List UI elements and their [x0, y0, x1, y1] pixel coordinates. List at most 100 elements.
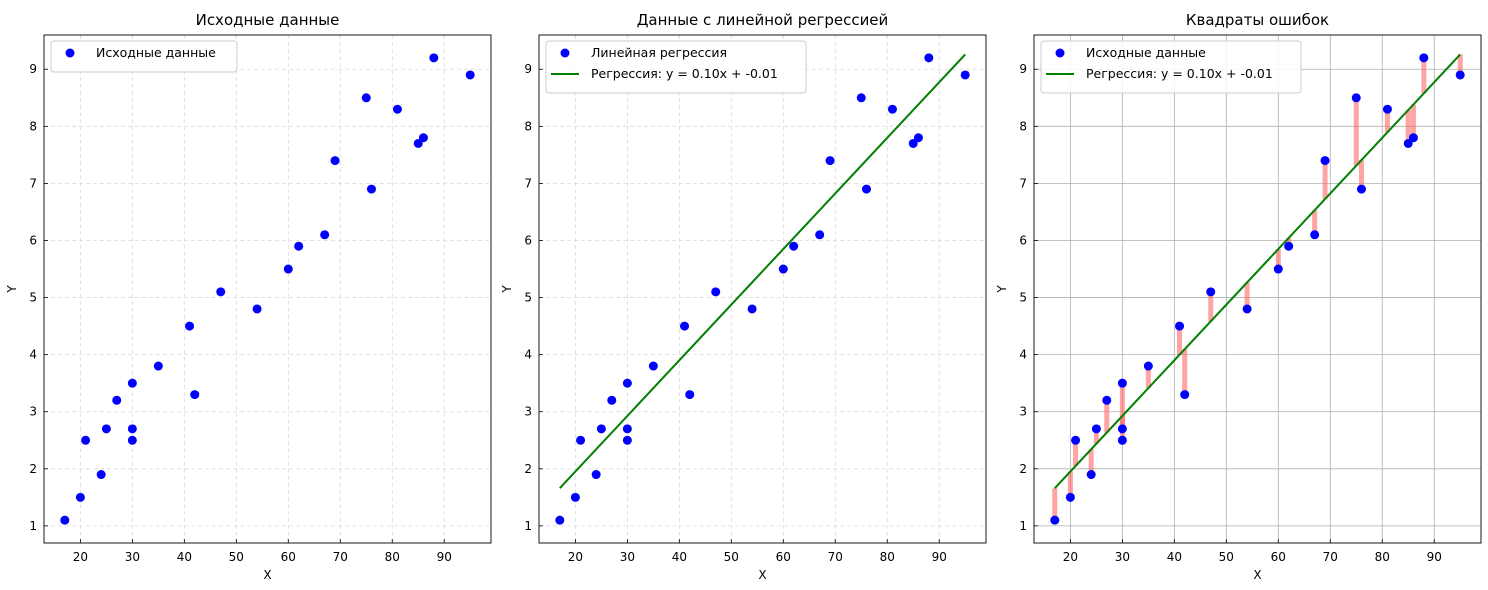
data-point: [622, 378, 632, 388]
data-point: [685, 390, 695, 400]
legend-label: Исходные данные: [1086, 45, 1206, 60]
data-point: [1086, 470, 1096, 480]
data-point: [789, 241, 799, 251]
y-tick-label: 8: [524, 119, 532, 133]
legend: Исходные данные: [50, 40, 238, 73]
data-point: [680, 321, 690, 331]
chart-title: Данные с линейной регрессией: [637, 11, 889, 29]
data-point: [622, 424, 632, 434]
data-point: [1065, 492, 1075, 502]
data-point: [1284, 241, 1294, 251]
x-tick-label: 40: [1167, 550, 1182, 564]
data-point: [913, 133, 923, 143]
data-point: [1356, 184, 1366, 194]
x-tick-label: 70: [828, 550, 843, 564]
y-tick-label: 6: [1019, 233, 1027, 247]
data-point: [960, 70, 970, 80]
data-point: [1242, 304, 1252, 314]
grid-lines: [44, 35, 491, 543]
data-point: [815, 230, 825, 240]
y-axis-label: Y: [995, 285, 1009, 294]
data-point: [1050, 515, 1060, 525]
x-tick-label: 90: [932, 550, 947, 564]
data-point: [1382, 104, 1392, 114]
data-point: [1403, 138, 1413, 148]
data-point: [60, 515, 70, 525]
x-tick-label: 50: [724, 550, 739, 564]
legend-label: Регрессия: y = 0.10x + -0.01: [591, 66, 778, 81]
data-point: [607, 395, 617, 405]
plot-frame: [1033, 34, 1482, 544]
x-axis-label: X: [1253, 568, 1261, 582]
data-point: [429, 53, 439, 63]
data-points: [1050, 53, 1465, 525]
x-tick-label: 60: [281, 550, 296, 564]
data-point: [648, 361, 658, 371]
data-point: [366, 184, 376, 194]
data-point: [908, 138, 918, 148]
y-tick-label: 6: [29, 233, 37, 247]
data-point: [1091, 424, 1101, 434]
legend-marker: [65, 48, 75, 58]
data-point: [1351, 93, 1361, 103]
x-tick-label: 80: [1375, 550, 1390, 564]
data-point: [591, 470, 601, 480]
y-tick-label: 7: [524, 176, 532, 190]
x-tick-label: 50: [1219, 550, 1234, 564]
y-axis-label: Y: [5, 285, 19, 294]
grid-lines: [539, 35, 986, 543]
legend-label: Регрессия: y = 0.10x + -0.01: [1086, 66, 1273, 81]
x-tick-label: 70: [333, 550, 348, 564]
data-point: [622, 435, 632, 445]
data-point: [96, 470, 106, 480]
legend-box: [545, 40, 807, 94]
y-tick-label: 9: [29, 62, 37, 76]
data-point: [924, 53, 934, 63]
y-tick-label: 2: [524, 462, 532, 476]
data-point: [112, 395, 122, 405]
y-tick-label: 3: [1019, 405, 1027, 419]
x-tick-label: 20: [568, 550, 583, 564]
data-point: [1117, 435, 1127, 445]
data-point: [596, 424, 606, 434]
y-tick-label: 9: [524, 62, 532, 76]
x-tick-label: 60: [776, 550, 791, 564]
legend: Линейная регрессия Регрессия: y = 0.10x +…: [545, 40, 807, 94]
data-point: [418, 133, 428, 143]
data-point: [153, 361, 163, 371]
y-tick-label: 9: [1019, 62, 1027, 76]
x-tick-label: 80: [385, 550, 400, 564]
x-tick-label: 20: [73, 550, 88, 564]
grid-lines: [1034, 35, 1481, 543]
y-tick-label: 2: [29, 462, 37, 476]
x-tick-label: 40: [177, 550, 192, 564]
data-point: [576, 435, 586, 445]
y-tick-label: 5: [524, 291, 532, 305]
x-tick-label: 90: [1427, 550, 1442, 564]
y-tick-label: 5: [29, 291, 37, 305]
data-point: [252, 304, 262, 314]
data-point: [361, 93, 371, 103]
data-point: [1455, 70, 1465, 80]
data-point: [1320, 156, 1330, 166]
chart-title: Квадраты ошибок: [1186, 11, 1329, 29]
data-point: [413, 138, 423, 148]
data-point: [392, 104, 402, 114]
data-point: [101, 424, 111, 434]
data-point: [216, 287, 226, 297]
y-tick-label: 3: [524, 405, 532, 419]
data-point: [1273, 264, 1283, 274]
data-point: [778, 264, 788, 274]
y-axis-label: Y: [500, 285, 514, 294]
data-points: [555, 53, 970, 525]
legend-label: Исходные данные: [96, 45, 216, 60]
data-point: [283, 264, 293, 274]
data-point: [127, 435, 137, 445]
data-point: [887, 104, 897, 114]
data-point: [127, 378, 137, 388]
x-tick-label: 40: [672, 550, 687, 564]
data-point: [465, 70, 475, 80]
data-point: [747, 304, 757, 314]
data-point: [185, 321, 195, 331]
